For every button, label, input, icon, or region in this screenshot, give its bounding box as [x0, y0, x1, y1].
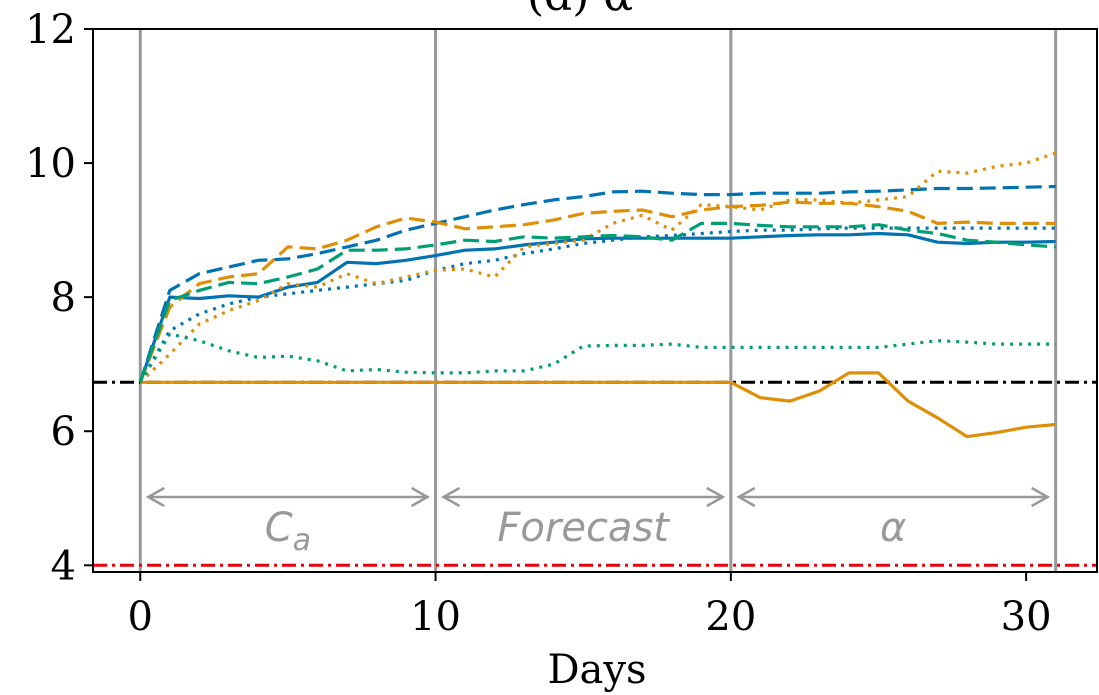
reference-lines [93, 29, 1097, 572]
phase-label-2: α [880, 505, 906, 551]
y-tick-label-3: 10 [25, 141, 76, 187]
series-line-1 [138, 184, 1056, 383]
series-line-2 [138, 226, 1056, 384]
series-line-7 [138, 332, 1056, 384]
series-line-0 [138, 231, 1056, 383]
phase-arrowhead-right-2 [1031, 486, 1051, 508]
phase-arrowhead-left-0 [145, 486, 165, 508]
phase-arrowhead-left-2 [736, 486, 756, 508]
series-line-6 [138, 221, 1056, 383]
series-line-3 [140, 371, 1056, 439]
series-line-4 [138, 200, 1056, 383]
y-tick-label-2: 8 [51, 275, 76, 321]
phase-arrowhead-right-1 [706, 486, 726, 508]
series-line-5 [139, 151, 1057, 384]
phase-annotations: Ca Forecast α [145, 486, 1051, 558]
y-tick-label-4: 12 [25, 7, 76, 53]
plot-frame [92, 28, 1098, 573]
phase-label-0: Ca [265, 505, 311, 558]
x-axis-title: Days [547, 647, 646, 693]
x-tick-label-0: 0 [128, 594, 153, 640]
chart-title: (d) α [527, 0, 633, 21]
x-tick-label-1: 10 [410, 594, 461, 640]
x-tick-label-2: 20 [705, 594, 756, 640]
axis-ticks: 0 10 20 30 4 6 8 10 12 [25, 7, 1051, 640]
series-layer [138, 151, 1057, 439]
x-tick-label-3: 30 [1001, 594, 1052, 640]
phase-arrowhead-left-1 [440, 486, 461, 508]
y-tick-label-1: 6 [51, 409, 76, 455]
phase-label-1: Forecast [497, 505, 670, 551]
y-tick-label-0: 4 [51, 543, 76, 589]
phase-arrowhead-right-0 [410, 486, 431, 508]
